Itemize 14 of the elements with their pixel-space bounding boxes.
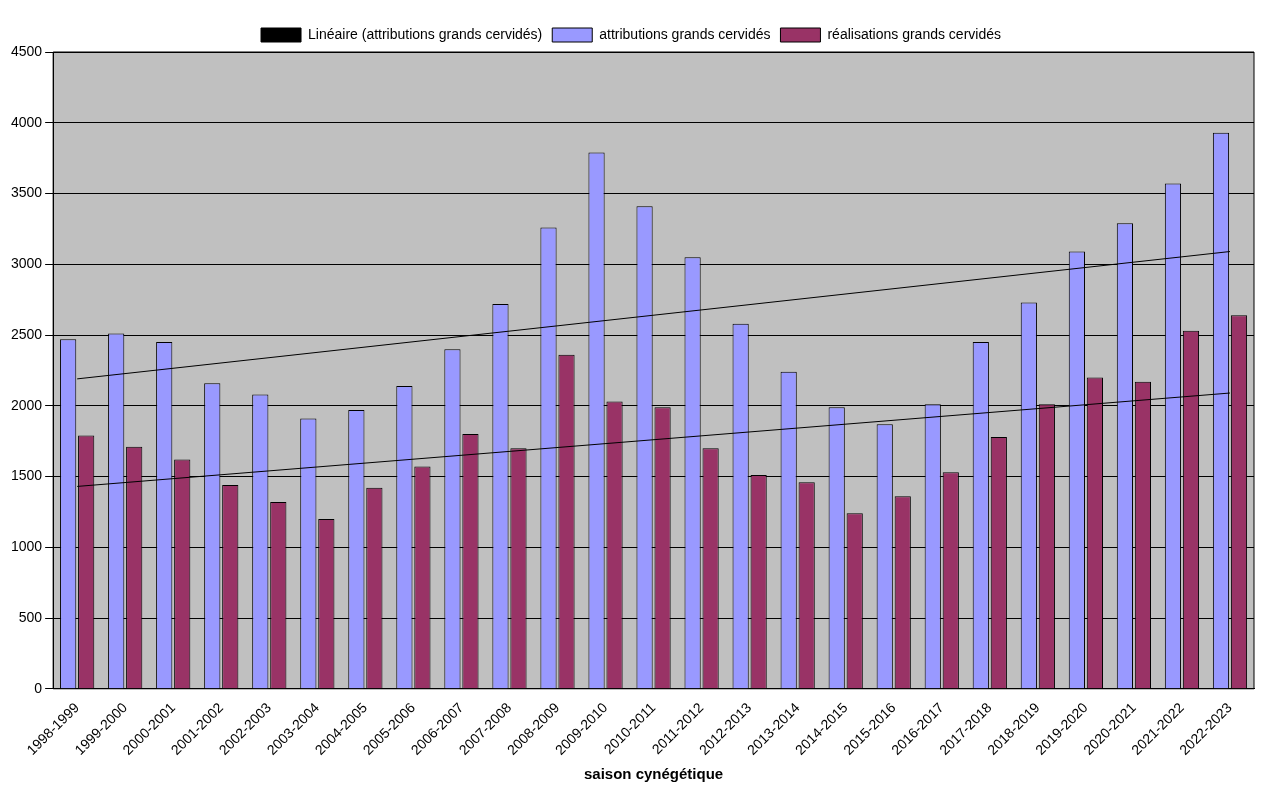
legend-label: attributions grands cervidés — [599, 25, 771, 42]
y-tick-label: 1000 — [10, 538, 43, 555]
y-tick-label: 1500 — [10, 467, 43, 484]
y-tick-label: 2000 — [10, 396, 43, 413]
y-tick-label: 0 — [34, 679, 43, 696]
y-tick-label: 3000 — [10, 255, 43, 272]
legend-label: Linéaire (attributions grands cervidés) — [308, 25, 543, 42]
y-tick-label: 2500 — [10, 325, 43, 342]
legend-label: réalisations grands cervidés — [827, 25, 1001, 42]
y-tick-label: 4000 — [10, 113, 43, 130]
y-tick-label: 4500 — [10, 42, 43, 59]
x-axis-title: saison cynégétique — [583, 765, 724, 783]
y-tick-label: 500 — [18, 608, 43, 625]
y-tick-label: 3500 — [10, 184, 43, 201]
